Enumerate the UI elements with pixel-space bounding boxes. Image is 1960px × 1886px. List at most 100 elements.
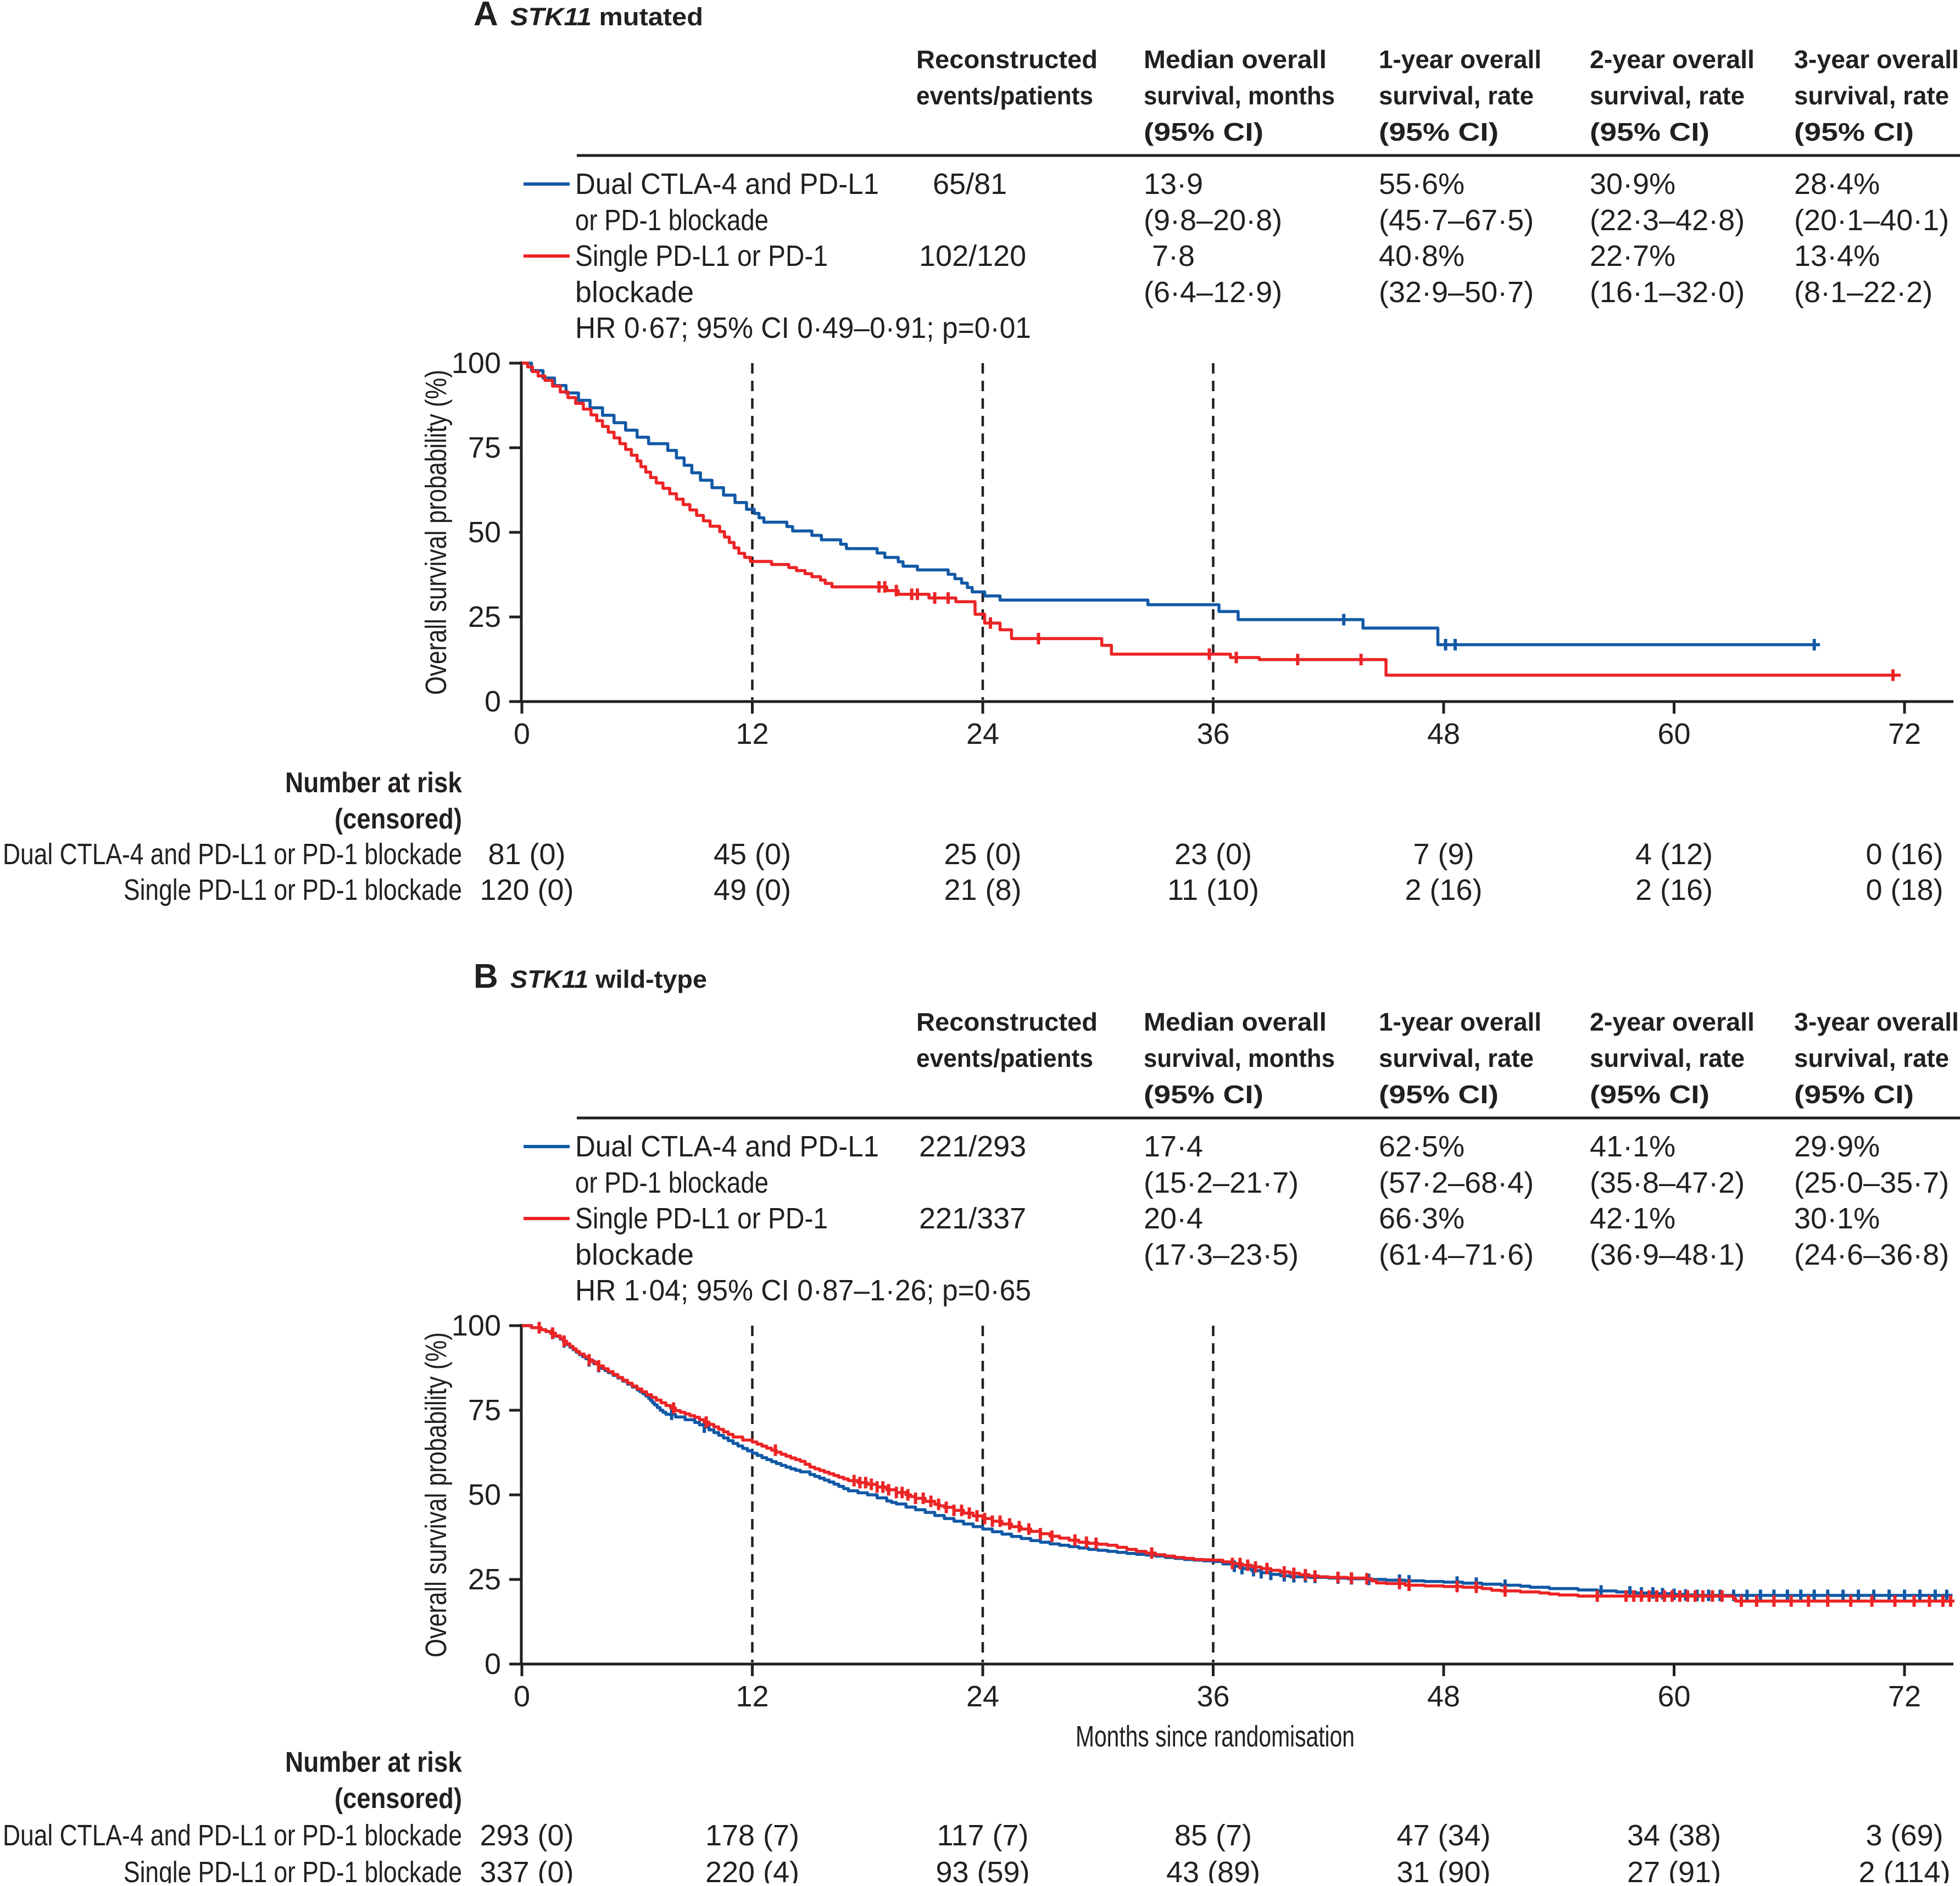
svg-text:(95% CI): (95% CI) xyxy=(1144,1080,1263,1109)
svg-text:22·7%: 22·7% xyxy=(1590,240,1675,272)
svg-text:(95% CI): (95% CI) xyxy=(1794,1080,1914,1109)
svg-text:survival, rate: survival, rate xyxy=(1590,1044,1745,1072)
svg-text:337 (0): 337 (0) xyxy=(480,1856,573,1883)
svg-text:65/81: 65/81 xyxy=(933,168,1007,201)
svg-text:2-year overall: 2-year overall xyxy=(1590,45,1755,74)
svg-text:Reconstructed: Reconstructed xyxy=(916,1008,1098,1036)
svg-text:STK11 wild-type: STK11 wild-type xyxy=(510,965,707,993)
svg-text:0 (16): 0 (16) xyxy=(1866,838,1943,871)
svg-text:survival, months: survival, months xyxy=(1144,81,1335,110)
svg-text:Single PD-L1 or PD-1: Single PD-L1 or PD-1 xyxy=(575,240,828,272)
svg-text:(censored): (censored) xyxy=(335,803,462,835)
svg-text:survival, rate: survival, rate xyxy=(1794,1044,1949,1072)
svg-text:3 (69): 3 (69) xyxy=(1866,1819,1943,1852)
svg-text:40·8%: 40·8% xyxy=(1379,240,1465,272)
svg-text:A: A xyxy=(474,0,498,33)
svg-text:(95% CI): (95% CI) xyxy=(1379,118,1499,146)
svg-text:(95% CI): (95% CI) xyxy=(1379,1080,1499,1109)
svg-text:STK11 mutated: STK11 mutated xyxy=(510,3,703,31)
svg-text:36: 36 xyxy=(1196,1680,1229,1713)
svg-text:13·4%: 13·4% xyxy=(1794,240,1880,272)
svg-text:120 (0): 120 (0) xyxy=(480,874,573,906)
svg-text:Dual CTLA-4 and PD-L1: Dual CTLA-4 and PD-L1 xyxy=(575,1130,879,1163)
svg-text:43 (89): 43 (89) xyxy=(1166,1856,1260,1883)
svg-text:Dual CTLA-4 and PD-L1 or PD-1: Dual CTLA-4 and PD-L1 or PD-1 blockade xyxy=(3,838,462,871)
svg-text:13·9: 13·9 xyxy=(1144,168,1203,201)
svg-text:HR 1·04; 95% CI 0·87–1·26; p=0: HR 1·04; 95% CI 0·87–1·26; p=0·65 xyxy=(575,1274,1031,1307)
svg-text:34 (38): 34 (38) xyxy=(1627,1819,1721,1852)
svg-text:(35·8–47·2): (35·8–47·2) xyxy=(1590,1166,1745,1199)
svg-text:85 (7): 85 (7) xyxy=(1174,1819,1252,1852)
svg-text:0: 0 xyxy=(485,1648,501,1681)
svg-text:21 (8): 21 (8) xyxy=(944,874,1021,906)
svg-text:48: 48 xyxy=(1427,717,1460,750)
svg-text:293 (0): 293 (0) xyxy=(480,1819,573,1852)
svg-text:(24·6–36·8): (24·6–36·8) xyxy=(1794,1238,1949,1271)
svg-text:66·3%: 66·3% xyxy=(1379,1202,1465,1235)
svg-text:B: B xyxy=(474,958,498,995)
svg-text:221/293: 221/293 xyxy=(919,1130,1026,1163)
svg-text:blockade: blockade xyxy=(575,276,694,309)
svg-text:12: 12 xyxy=(736,717,769,750)
svg-text:(15·2–21·7): (15·2–21·7) xyxy=(1144,1166,1299,1199)
svg-text:(95% CI): (95% CI) xyxy=(1590,1080,1710,1109)
svg-text:24: 24 xyxy=(966,717,999,750)
svg-text:20·4: 20·4 xyxy=(1144,1202,1203,1235)
svg-text:3-year overall: 3-year overall xyxy=(1794,45,1959,74)
svg-text:Number at risk: Number at risk xyxy=(285,1746,462,1778)
svg-text:Median overall: Median overall xyxy=(1144,1008,1327,1036)
svg-text:72: 72 xyxy=(1888,717,1921,750)
svg-text:survival, rate: survival, rate xyxy=(1379,81,1534,110)
svg-text:30·1%: 30·1% xyxy=(1794,1202,1880,1235)
svg-text:25: 25 xyxy=(468,1563,501,1596)
svg-text:0: 0 xyxy=(485,685,501,718)
svg-text:75: 75 xyxy=(468,1394,501,1427)
svg-text:Reconstructed: Reconstructed xyxy=(916,45,1098,74)
svg-text:events/patients: events/patients xyxy=(916,81,1093,110)
svg-text:27 (91): 27 (91) xyxy=(1627,1856,1721,1883)
svg-text:178 (7): 178 (7) xyxy=(705,1819,799,1852)
svg-text:12: 12 xyxy=(736,1680,769,1713)
svg-text:Overall survival probability (: Overall survival probability (%) xyxy=(420,370,453,695)
svg-text:Single PD-L1 or PD-1: Single PD-L1 or PD-1 xyxy=(575,1202,828,1235)
svg-text:Months since randomisation: Months since randomisation xyxy=(1076,1720,1355,1753)
svg-text:36: 36 xyxy=(1196,717,1229,750)
svg-text:72: 72 xyxy=(1888,1680,1921,1713)
svg-text:11 (10): 11 (10) xyxy=(1167,874,1259,906)
svg-text:(17·3–23·5): (17·3–23·5) xyxy=(1144,1238,1299,1271)
svg-text:7·8: 7·8 xyxy=(1152,240,1195,272)
svg-text:100: 100 xyxy=(452,347,501,380)
svg-text:(20·1–40·1): (20·1–40·1) xyxy=(1794,204,1949,237)
svg-text:(censored): (censored) xyxy=(335,1783,462,1815)
svg-text:(25·0–35·7): (25·0–35·7) xyxy=(1794,1166,1949,1199)
svg-text:24: 24 xyxy=(966,1680,999,1713)
svg-text:50: 50 xyxy=(468,1478,501,1511)
svg-text:3-year overall: 3-year overall xyxy=(1794,1008,1959,1036)
svg-text:23 (0): 23 (0) xyxy=(1174,838,1252,871)
svg-text:(95% CI): (95% CI) xyxy=(1144,118,1263,146)
svg-text:Single PD-L1 or PD-1 blockade: Single PD-L1 or PD-1 blockade xyxy=(124,874,462,906)
svg-text:29·9%: 29·9% xyxy=(1794,1130,1880,1163)
svg-text:survival, months: survival, months xyxy=(1144,1044,1335,1072)
svg-text:220 (4): 220 (4) xyxy=(705,1856,799,1883)
svg-text:(8·1–22·2): (8·1–22·2) xyxy=(1794,276,1933,309)
svg-text:2 (114): 2 (114) xyxy=(1858,1856,1950,1883)
svg-text:HR 0·67; 95% CI 0·49–0·91; p=0: HR 0·67; 95% CI 0·49–0·91; p=0·01 xyxy=(575,311,1031,344)
svg-text:2-year overall: 2-year overall xyxy=(1590,1008,1755,1036)
svg-text:47 (34): 47 (34) xyxy=(1396,1819,1490,1852)
svg-text:survival, rate: survival, rate xyxy=(1379,1044,1534,1072)
svg-text:75: 75 xyxy=(468,431,501,464)
svg-text:1-year overall: 1-year overall xyxy=(1379,1008,1541,1036)
svg-text:60: 60 xyxy=(1657,1680,1690,1713)
svg-text:62·5%: 62·5% xyxy=(1379,1130,1465,1163)
svg-text:Single PD-L1 or PD-1 blockade: Single PD-L1 or PD-1 blockade xyxy=(124,1856,462,1883)
svg-text:survival, rate: survival, rate xyxy=(1794,81,1949,110)
svg-text:survival, rate: survival, rate xyxy=(1590,81,1745,110)
svg-text:221/337: 221/337 xyxy=(919,1202,1026,1235)
svg-text:(9·8–20·8): (9·8–20·8) xyxy=(1144,204,1282,237)
svg-text:(16·1–32·0): (16·1–32·0) xyxy=(1590,276,1745,309)
svg-text:1-year overall: 1-year overall xyxy=(1379,45,1541,74)
svg-text:(6·4–12·9): (6·4–12·9) xyxy=(1144,276,1282,309)
svg-text:17·4: 17·4 xyxy=(1144,1130,1203,1163)
svg-text:117 (7): 117 (7) xyxy=(937,1819,1028,1852)
